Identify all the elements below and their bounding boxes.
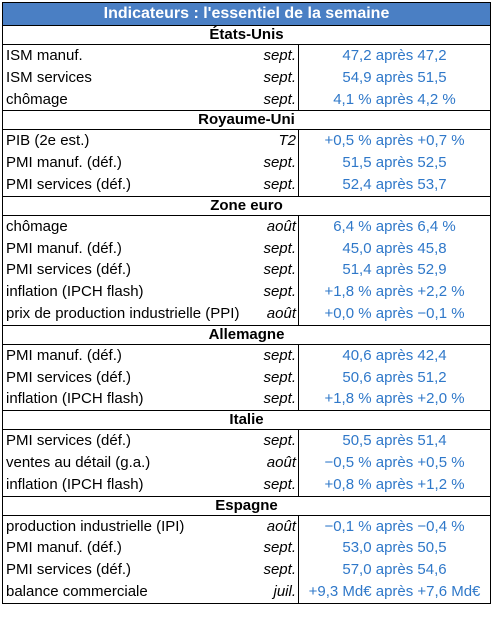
- table-row: production industrielle (IPI) août −0,1 % …: [3, 515, 490, 538]
- table-row: inflation (IPCH flash) sept. +0,8 % après …: [3, 473, 490, 497]
- table-row: chômage août 6,4 % après 6,4 %: [3, 215, 490, 238]
- indicator-value: 40,6 après 42,4: [298, 344, 490, 367]
- section-header: Italie: [3, 411, 490, 431]
- indicator-value: 51,5 après 52,5: [298, 152, 490, 174]
- indicator-label: PIB (2e est.): [6, 132, 90, 150]
- table-row: PMI manuf. (déf.) sept. 40,6 après 42,4: [3, 344, 490, 367]
- indicator-value: −0,5 % après +0,5 %: [298, 451, 490, 474]
- indicator-label: PMI services (déf.): [6, 432, 132, 450]
- indicator-label: ventes au détail (g.a.): [6, 453, 151, 471]
- table-row: PMI manuf. (déf.) sept. 51,5 après 52,5: [3, 152, 490, 174]
- indicator-period: sept.: [263, 346, 296, 364]
- indicator-label: inflation (IPCH flash): [6, 283, 144, 301]
- indicator-value: 50,6 après 51,2: [298, 366, 490, 389]
- table-row: ISM manuf. sept. 47,2 après 47,2: [3, 45, 490, 67]
- table-row: PIB (2e est.) T2 +0,5 % après +0,7 %: [3, 130, 490, 153]
- table-row: PMI services (déf.) sept. 57,0 après 54,6: [3, 559, 490, 581]
- sections-container: États-Unis ISM manuf. sept. 47,2 après 47,2…: [3, 26, 490, 603]
- table-row: balance commerciale juil. +9,3 Md€ après +…: [3, 580, 490, 603]
- table-row: PMI services (déf.) sept. 50,5 après 51,4: [3, 430, 490, 452]
- table-row: PMI services (déf.) sept. 52,4 après 53,7: [3, 173, 490, 197]
- section-header: Allemagne: [3, 326, 490, 345]
- indicator-period: sept.: [263, 239, 296, 257]
- indicator-period: août: [266, 453, 296, 471]
- indicator-label: PMI manuf. (déf.): [6, 154, 122, 172]
- indicator-value: +1,8 % après +2,0 %: [298, 388, 490, 411]
- indicator-value: 54,9 après 51,5: [298, 66, 490, 89]
- indicator-period: août: [266, 304, 296, 322]
- indicator-value: −0,1 % après −0,4 %: [298, 515, 490, 538]
- indicator-period: sept.: [263, 68, 296, 86]
- indicator-value: 57,0 après 54,6: [298, 559, 490, 581]
- table-row: PMI services (déf.) sept. 51,4 après 52,9: [3, 259, 490, 282]
- indicator-period: sept.: [263, 368, 296, 386]
- indicator-period: sept.: [263, 561, 296, 579]
- indicator-period: T2: [278, 132, 296, 150]
- indicator-period: sept.: [263, 261, 296, 279]
- indicator-label: ISM manuf.: [6, 47, 83, 64]
- indicator-label: inflation (IPCH flash): [6, 475, 144, 493]
- indicator-period: sept.: [263, 175, 296, 193]
- indicator-period: sept.: [263, 283, 296, 301]
- indicator-period: sept.: [263, 154, 296, 172]
- indicator-label: PMI manuf. (déf.): [6, 539, 122, 557]
- indicator-label: ISM services: [6, 68, 92, 86]
- indicator-label: PMI services (déf.): [6, 368, 132, 386]
- indicator-label: PMI manuf. (déf.): [6, 346, 122, 364]
- section-header: Espagne: [3, 497, 490, 516]
- indicator-label: production industrielle (IPI): [6, 517, 185, 535]
- table-row: PMI manuf. (déf.) sept. 45,0 après 45,8: [3, 237, 490, 260]
- table-row: inflation (IPCH flash) sept. +1,8 % après …: [3, 388, 490, 412]
- indicator-label: prix de production industrielle (PPI): [6, 304, 240, 322]
- indicator-period: juil.: [273, 582, 296, 600]
- indicator-label: PMI services (déf.): [6, 561, 132, 579]
- indicator-value: +1,8 % après +2,2 %: [298, 281, 490, 303]
- indicator-label: balance commerciale: [6, 582, 148, 600]
- indicator-label: PMI services (déf.): [6, 175, 132, 193]
- indicator-label: inflation (IPCH flash): [6, 390, 144, 408]
- indicator-period: sept.: [263, 539, 296, 557]
- table-row: chômage sept. 4,1 % après 4,2 %: [3, 88, 490, 112]
- indicator-value: 52,4 après 53,7: [298, 173, 490, 196]
- indicator-period: août: [266, 217, 296, 235]
- indicators-table: Indicateurs : l'essentiel de la semaine …: [2, 2, 491, 604]
- indicator-period: sept.: [263, 47, 296, 64]
- table-row: ventes au détail (g.a.) août −0,5 % après …: [3, 451, 490, 474]
- indicator-value: 45,0 après 45,8: [298, 237, 490, 260]
- table-row: inflation (IPCH flash) sept. +1,8 % après …: [3, 281, 490, 303]
- table-row: prix de production industrielle (PPI) aoû…: [3, 302, 490, 326]
- section-header: Zone euro: [3, 197, 490, 216]
- indicator-value: 6,4 % après 6,4 %: [298, 215, 490, 238]
- indicator-value: +0,8 % après +1,2 %: [298, 473, 490, 496]
- table-row: PMI services (déf.) sept. 50,6 après 51,2: [3, 366, 490, 389]
- indicator-value: 50,5 après 51,4: [298, 430, 490, 452]
- section-header: États-Unis: [3, 26, 490, 45]
- indicator-value: 4,1 % après 4,2 %: [298, 88, 490, 111]
- indicator-value: 51,4 après 52,9: [298, 259, 490, 282]
- indicator-period: sept.: [263, 390, 296, 408]
- indicator-label: chômage: [6, 90, 68, 108]
- indicator-period: sept.: [263, 432, 296, 450]
- indicator-value: +0,0 % après −0,1 %: [298, 302, 490, 325]
- indicator-label: PMI services (déf.): [6, 261, 132, 279]
- indicator-value: 53,0 après 50,5: [298, 537, 490, 560]
- indicator-value: +0,5 % après +0,7 %: [298, 130, 490, 153]
- indicator-value: 47,2 après 47,2: [298, 45, 490, 67]
- indicator-period: sept.: [263, 475, 296, 493]
- indicator-label: chômage: [6, 217, 68, 235]
- indicator-period: août: [266, 517, 296, 535]
- indicator-period: sept.: [263, 90, 296, 108]
- table-title: Indicateurs : l'essentiel de la semaine: [3, 3, 490, 26]
- table-row: PMI manuf. (déf.) sept. 53,0 après 50,5: [3, 537, 490, 560]
- indicator-label: PMI manuf. (déf.): [6, 239, 122, 257]
- indicator-value: +9,3 Md€ après +7,6 Md€: [298, 580, 490, 603]
- table-row: ISM services sept. 54,9 après 51,5: [3, 66, 490, 89]
- section-header: Royaume-Uni: [3, 111, 490, 131]
